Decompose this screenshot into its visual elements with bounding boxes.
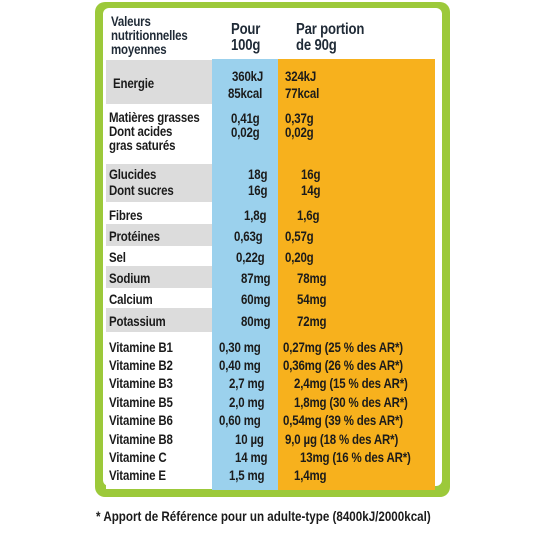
portion-energie-kcal: 77kcal xyxy=(285,85,320,101)
row-band-fats xyxy=(106,104,212,160)
per-portion-column xyxy=(278,59,435,490)
per100-dont-sucres: 16g xyxy=(248,182,268,198)
label-vitamine-e: Vitamine E xyxy=(109,467,166,483)
label-sodium: Sodium xyxy=(109,270,151,286)
row-band-sel xyxy=(106,246,212,266)
portion-glucides: 16g xyxy=(301,166,321,182)
row-band-glucides xyxy=(106,164,212,202)
per100-fibres: 1,8g xyxy=(244,207,267,223)
row-band-sodium xyxy=(106,266,212,288)
portion-vitamine-b2: 0,36mg (26 % des AR*) xyxy=(283,357,403,373)
per100-vitamine-e: 1,5 mg xyxy=(229,467,265,483)
label-matieres-grasses: Matières grasses xyxy=(109,109,200,125)
label-calcium: Calcium xyxy=(109,291,153,307)
portion-sodium: 78mg xyxy=(297,270,327,286)
portion-sel: 0,20g xyxy=(285,249,314,265)
per100-potassium: 80mg xyxy=(241,313,271,329)
portion-vitamine-b3: 2,4mg (15 % des AR*) xyxy=(294,375,408,391)
per100-glucides: 18g xyxy=(248,166,268,182)
per100-energie-kcal: 85kcal xyxy=(228,85,263,101)
label-vitamine-b8: Vitamine B8 xyxy=(109,431,173,447)
portion-dont-sucres: 14g xyxy=(301,182,321,198)
per100-vitamine-b2: 0,40 mg xyxy=(219,357,261,373)
portion-potassium: 72mg xyxy=(297,313,327,329)
label-gras-satures: gras saturés xyxy=(109,137,176,153)
per100-vitamine-c: 14 mg xyxy=(235,449,268,465)
per100-proteines: 0,63g xyxy=(234,228,263,244)
per100-sodium: 87mg xyxy=(241,270,271,286)
portion-vitamine-b5: 1,8mg (30 % des AR*) xyxy=(294,394,408,410)
header-portion-line-1: Par portion xyxy=(296,21,365,38)
per100-vitamine-b3: 2,7 mg xyxy=(229,375,265,391)
per100-vitamine-b5: 2,0 mg xyxy=(229,394,265,410)
portion-gras-satures: 0,02g xyxy=(285,124,314,140)
portion-vitamine-b1: 0,27mg (25 % des AR*) xyxy=(283,339,403,355)
label-energie: Energie xyxy=(113,75,154,91)
per-100g-column xyxy=(212,59,278,490)
label-potassium: Potassium xyxy=(109,313,166,329)
label-dont-acides: Dont acides xyxy=(109,123,173,139)
header-100g-line-1: Pour xyxy=(231,21,261,38)
label-dont-sucres: Dont sucres xyxy=(109,182,174,198)
row-band-fibres xyxy=(106,204,212,224)
row-band-energie xyxy=(106,60,212,104)
per100-calcium: 60mg xyxy=(241,291,271,307)
portion-vitamine-b8: 9,0 µg (18 % des AR*) xyxy=(285,431,399,447)
portion-vitamine-c: 13mg (16 % des AR*) xyxy=(300,449,411,465)
footnote-reference-intake: * Apport de Référence pour un adulte-typ… xyxy=(96,508,431,524)
row-band-potassium xyxy=(106,308,212,332)
portion-proteines: 0,57g xyxy=(285,228,314,244)
portion-matieres-grasses: 0,37g xyxy=(285,110,314,126)
header-nutrient-line-1: Valeurs xyxy=(111,13,151,29)
per100-gras-satures: 0,02g xyxy=(231,124,260,140)
portion-calcium: 54mg xyxy=(297,291,327,307)
per100-vitamine-b8: 10 µg xyxy=(235,431,264,447)
label-vitamine-b1: Vitamine B1 xyxy=(109,339,173,355)
label-vitamine-b6: Vitamine B6 xyxy=(109,412,173,428)
label-vitamine-b3: Vitamine B3 xyxy=(109,375,173,391)
portion-vitamine-b6: 0,54mg (39 % des AR*) xyxy=(283,412,403,428)
portion-fibres: 1,6g xyxy=(297,207,320,223)
per100-matieres-grasses: 0,41g xyxy=(231,110,260,126)
label-glucides: Glucides xyxy=(109,166,157,182)
label-sel: Sel xyxy=(109,249,126,265)
label-vitamine-c: Vitamine C xyxy=(109,449,167,465)
per100-sel: 0,22g xyxy=(236,249,265,265)
per100-vitamine-b1: 0,30 mg xyxy=(219,339,261,355)
row-band-proteines xyxy=(106,224,212,246)
label-vitamine-b2: Vitamine B2 xyxy=(109,357,173,373)
header-100g-line-2: 100g xyxy=(231,37,261,54)
header-nutrient-line-3: moyennes xyxy=(111,41,167,57)
portion-vitamine-e: 1,4mg xyxy=(294,467,327,483)
per100-energie-kj: 360kJ xyxy=(232,68,264,84)
label-proteines: Protéines xyxy=(109,228,160,244)
header-nutrient-line-2: nutritionnelles xyxy=(111,27,188,43)
row-band-calcium xyxy=(106,288,212,308)
portion-energie-kj: 324kJ xyxy=(285,68,317,84)
row-band-vitamins xyxy=(106,334,212,489)
header-portion-line-2: de 90g xyxy=(296,37,337,54)
label-vitamine-b5: Vitamine B5 xyxy=(109,394,173,410)
per100-vitamine-b6: 0,60 mg xyxy=(219,412,261,428)
label-fibres: Fibres xyxy=(109,207,143,223)
